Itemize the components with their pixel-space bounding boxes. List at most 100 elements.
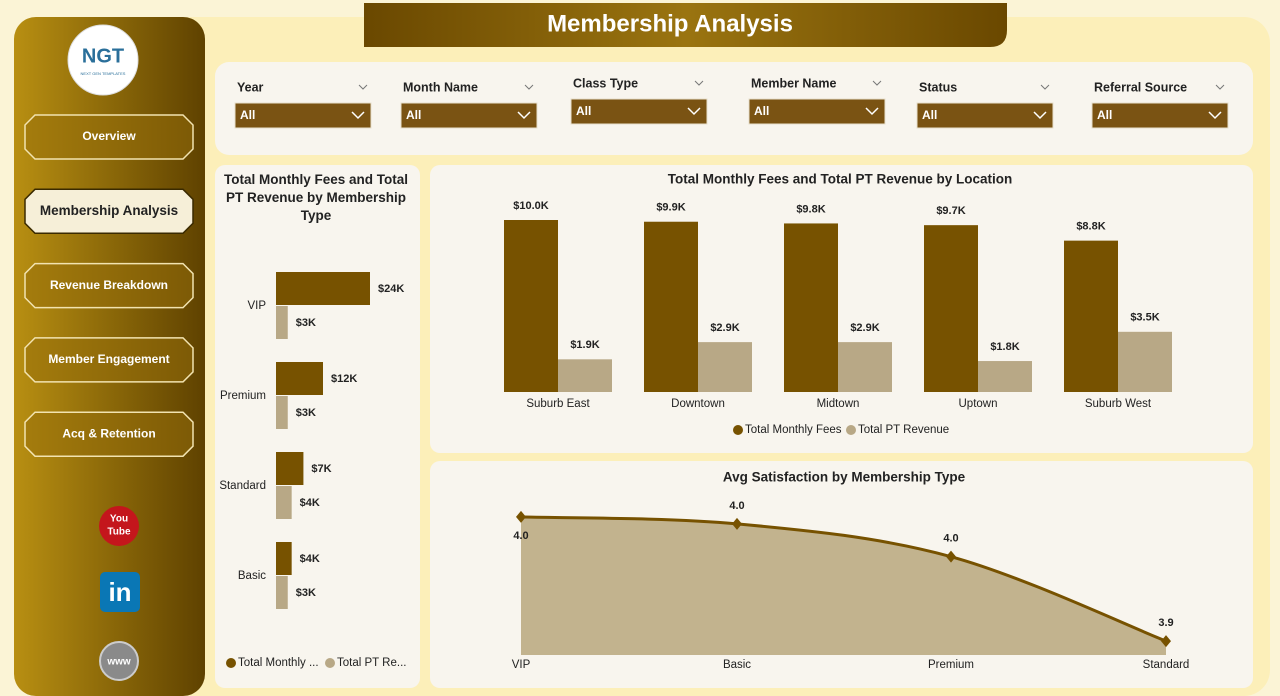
legend-label: Total Monthly Fees bbox=[745, 424, 842, 436]
nav-button[interactable] bbox=[24, 188, 194, 235]
y-tick-label: VIP bbox=[247, 300, 266, 312]
chevron bbox=[694, 80, 704, 86]
chevron bbox=[872, 80, 882, 86]
chevron bbox=[1208, 111, 1222, 120]
legend-label: Total PT Re... bbox=[337, 657, 406, 669]
title-banner bbox=[364, 3, 1007, 47]
chevron bbox=[524, 84, 534, 90]
youtube-icon[interactable] bbox=[99, 506, 139, 546]
x-tick-label: Premium bbox=[928, 659, 974, 671]
linkedin-icon[interactable] bbox=[100, 572, 140, 612]
bar bbox=[276, 576, 288, 609]
chevron bbox=[1215, 84, 1225, 90]
legend-marker bbox=[733, 425, 743, 435]
bar bbox=[698, 342, 752, 392]
bar bbox=[558, 359, 612, 392]
filter-dropdown[interactable] bbox=[400, 102, 538, 129]
nav-label: Overview bbox=[82, 129, 136, 143]
bar bbox=[276, 306, 288, 339]
data-label: $9.9K bbox=[656, 202, 685, 214]
data-label: 4.0 bbox=[943, 533, 958, 545]
page-title: Membership Analysis bbox=[547, 10, 793, 37]
x-tick-label: Midtown bbox=[817, 398, 860, 410]
bar bbox=[1064, 240, 1118, 392]
filter-dropdown[interactable] bbox=[916, 102, 1054, 129]
filter-dropdown[interactable] bbox=[748, 98, 886, 125]
data-label: $2.9K bbox=[850, 322, 879, 334]
x-tick-label: VIP bbox=[512, 659, 531, 671]
data-label: $8.8K bbox=[1076, 221, 1105, 233]
nav-label: Revenue Breakdown bbox=[50, 278, 168, 292]
chevron bbox=[358, 84, 368, 90]
filter-label: Status bbox=[919, 80, 957, 94]
point bbox=[946, 550, 956, 563]
nav-button[interactable] bbox=[24, 262, 194, 309]
data-label: 4.0 bbox=[729, 500, 744, 512]
chevron bbox=[1033, 111, 1047, 120]
chevron bbox=[865, 107, 879, 116]
chevron bbox=[351, 111, 365, 120]
filter-value: All bbox=[754, 104, 769, 118]
filter-dropdown[interactable] bbox=[570, 98, 708, 125]
bar bbox=[978, 361, 1032, 392]
y-tick-label: Basic bbox=[238, 570, 266, 582]
legend-marker bbox=[226, 658, 236, 668]
bar bbox=[784, 223, 838, 392]
chevron bbox=[687, 107, 701, 116]
y-tick-label: Standard bbox=[219, 480, 266, 492]
filter-dropdown[interactable] bbox=[234, 102, 372, 129]
x-tick-label: Downtown bbox=[671, 398, 725, 410]
chevron bbox=[1040, 84, 1050, 90]
data-label: $10.0K bbox=[513, 200, 549, 212]
legend-marker bbox=[325, 658, 335, 668]
line bbox=[520, 515, 1167, 643]
data-label: $9.8K bbox=[796, 203, 825, 215]
legend-label: Total PT Revenue bbox=[858, 424, 949, 436]
filter-panel bbox=[215, 62, 1253, 155]
data-label: 4.0 bbox=[513, 530, 528, 542]
bar bbox=[276, 486, 292, 519]
legend-label: Total Monthly ... bbox=[238, 657, 319, 669]
nav-button[interactable] bbox=[24, 411, 194, 457]
point bbox=[1161, 635, 1171, 648]
y-tick-label: Premium bbox=[220, 390, 266, 402]
bar bbox=[276, 362, 323, 395]
chart-panel bbox=[430, 165, 1253, 453]
nav-button[interactable] bbox=[24, 114, 194, 160]
data-label: $3K bbox=[296, 317, 316, 329]
filter-value: All bbox=[406, 108, 421, 122]
data-label: 3.9 bbox=[1158, 617, 1173, 629]
x-tick-label: Basic bbox=[723, 659, 751, 671]
web-icon[interactable] bbox=[99, 641, 139, 681]
logo-subtext: NEXT GEN TEMPLATES bbox=[81, 71, 126, 76]
bar bbox=[276, 396, 288, 429]
legend-marker bbox=[846, 425, 856, 435]
chart-title: Avg Satisfaction by Membership Type bbox=[723, 470, 966, 485]
filter-value: All bbox=[1097, 108, 1112, 122]
data-label: $4K bbox=[300, 553, 320, 565]
filter-label: Referral Source bbox=[1094, 80, 1187, 94]
filter-label: Month Name bbox=[403, 80, 478, 94]
chart-title: Total Monthly Fees and Total PT Revenue … bbox=[223, 172, 408, 223]
x-tick-label: Suburb West bbox=[1085, 398, 1152, 410]
chevron bbox=[517, 111, 531, 120]
data-label: $12K bbox=[331, 373, 357, 385]
logo bbox=[67, 24, 139, 96]
data-label: $4K bbox=[300, 497, 320, 509]
nav-label: Member Engagement bbox=[48, 352, 169, 366]
filter-dropdown[interactable] bbox=[1091, 102, 1229, 129]
data-label: $7K bbox=[311, 463, 331, 475]
area bbox=[521, 516, 1166, 655]
x-tick-label: Standard bbox=[1143, 659, 1190, 671]
x-tick-label: Suburb East bbox=[526, 398, 590, 410]
filter-label: Class Type bbox=[573, 76, 638, 90]
data-label: $3K bbox=[296, 587, 316, 599]
icon-text: Tube bbox=[107, 527, 131, 538]
data-label: $2.9K bbox=[710, 322, 739, 334]
x-tick-label: Uptown bbox=[959, 398, 998, 410]
filter-label: Year bbox=[237, 80, 264, 94]
nav-button[interactable] bbox=[24, 337, 194, 383]
point bbox=[732, 517, 742, 530]
bar bbox=[276, 272, 370, 305]
